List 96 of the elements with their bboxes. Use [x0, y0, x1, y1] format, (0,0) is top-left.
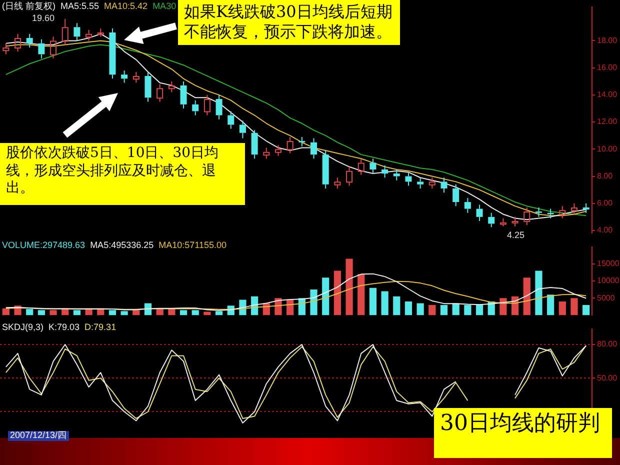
- chart-title: SKDJ(9,3): [2, 322, 44, 332]
- bar: [215, 311, 223, 316]
- bar: [120, 311, 128, 316]
- candlestick: [405, 172, 412, 186]
- bar: [310, 290, 318, 316]
- y-tick-label: 4.00: [597, 226, 614, 235]
- text: MA30: [152, 1, 176, 11]
- candlestick: [26, 33, 33, 48]
- annotation: 19.60: [31, 13, 56, 24]
- annotation: 30日均线的研判: [434, 408, 612, 458]
- candlestick: [109, 28, 116, 80]
- candlestick: [251, 130, 258, 160]
- bar: [393, 296, 400, 316]
- candlestick: [393, 168, 400, 181]
- bar: [26, 309, 34, 316]
- annotation: 如果K线跌破30日均线后短期不能恢复，预示下跌将加速。: [178, 0, 400, 45]
- bar: [452, 303, 460, 316]
- candlestick: [382, 164, 388, 178]
- candlestick: [322, 150, 329, 189]
- bar: [440, 304, 448, 316]
- y-tick-label: 16.00: [597, 63, 618, 72]
- bar: [132, 310, 140, 316]
- y-tick-label: 15000: [597, 259, 620, 268]
- candlestick: [38, 38, 45, 59]
- y-tick-label: 14.00: [597, 90, 618, 100]
- bar: [464, 304, 472, 316]
- bar: [2, 308, 10, 316]
- candlestick: [476, 204, 483, 222]
- bar: [322, 278, 330, 316]
- bar: [180, 310, 188, 316]
- candlestick: [192, 100, 199, 116]
- candlestick: [417, 177, 424, 189]
- bar: [476, 304, 484, 316]
- bar: [404, 302, 412, 316]
- candlestick: [346, 166, 353, 186]
- y-tick-label: 12.00: [597, 117, 618, 126]
- bar: [381, 291, 388, 316]
- annotation: 4.25: [506, 230, 526, 241]
- y-tick-label: 10000: [597, 276, 620, 286]
- candlestick: [62, 18, 68, 46]
- bar: [50, 310, 57, 316]
- text: MA10:5.42: [104, 1, 148, 11]
- y-tick-label: 80.00: [597, 340, 618, 349]
- bar: [416, 303, 424, 316]
- candlestick: [310, 138, 318, 160]
- annotation: 股价依次跌破5日、10日、30日均线，形成空头排列应及时减仓、退出。: [0, 143, 245, 205]
- candlestick: [228, 110, 234, 130]
- candlestick: [370, 158, 376, 174]
- bar: [582, 304, 590, 316]
- y-tick-label: 18.00: [597, 36, 618, 45]
- y-tick-label: 10.00: [597, 144, 618, 154]
- candlestick: [298, 136, 306, 147]
- y-tick-label: 8.00: [597, 171, 614, 180]
- chart-title: (日线 前复权): [2, 1, 56, 11]
- candlestick: [216, 94, 222, 120]
- candlestick: [239, 120, 246, 139]
- bar: [558, 302, 566, 316]
- candlestick: [180, 80, 187, 109]
- y-tick-label: 6.00: [597, 198, 614, 208]
- bar: [500, 298, 507, 316]
- bar: [334, 270, 341, 316]
- bar: [428, 304, 436, 316]
- bar: [547, 294, 554, 316]
- candlestick: [121, 70, 128, 84]
- text: MA10:571155.00: [158, 240, 227, 250]
- candlestick: [74, 22, 80, 42]
- bar: [204, 312, 211, 316]
- candlestick: [452, 184, 460, 207]
- bar: [346, 258, 353, 316]
- candlestick: [204, 94, 210, 116]
- bar: [535, 270, 542, 316]
- bar: [38, 310, 45, 316]
- candlestick: [582, 202, 590, 214]
- candlestick: [144, 71, 152, 102]
- bar: [144, 303, 152, 316]
- bar: [192, 310, 199, 316]
- text: D:79.31: [84, 322, 116, 332]
- bar: [369, 288, 377, 316]
- candlestick: [535, 206, 542, 218]
- text: MA5:5.55: [60, 1, 100, 11]
- candlestick: [488, 212, 495, 228]
- candlestick: [440, 177, 448, 194]
- candlestick: [464, 197, 471, 214]
- y-tick-label: 5000: [597, 293, 616, 302]
- y-tick-label: 50.00: [597, 373, 618, 382]
- bar: [73, 310, 81, 316]
- text: 2007/12/13/四: [8, 430, 69, 441]
- text: MA5:495336.25: [90, 240, 154, 250]
- candlestick: [50, 36, 57, 59]
- series-label: K:79.03: [48, 322, 80, 332]
- bar: [108, 310, 116, 316]
- candlestick: [559, 206, 566, 219]
- bar: [523, 278, 530, 316]
- bar: [358, 274, 365, 316]
- text: VOLUME:297489.63: [2, 240, 86, 250]
- bar: [570, 298, 578, 316]
